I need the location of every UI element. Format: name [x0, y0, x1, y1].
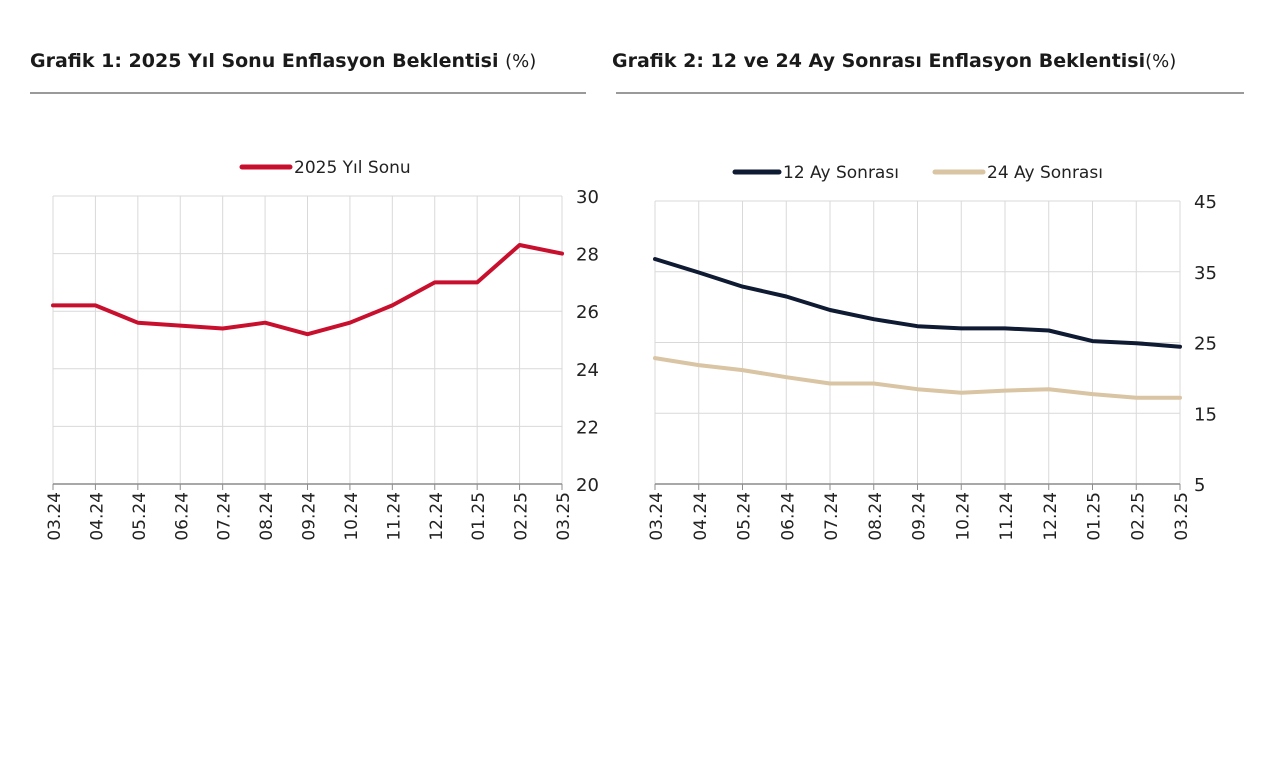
chart1-series-0-point-7 [348, 321, 352, 325]
chart1-ytick-label-1: 22 [576, 417, 599, 438]
chart2-title: Grafik 2: 12 ve 24 Ay Sonrası Enflasyon … [612, 50, 1176, 72]
chart2-series-0-point-1 [697, 270, 701, 274]
chart1-xtick-label-7: 10.24 [342, 492, 362, 541]
chart2-series-0-point-3 [784, 295, 788, 299]
chart2-xtick-label-10: 01.25 [1085, 492, 1105, 541]
chart2-series-0-point-5 [872, 317, 876, 321]
chart1-xtick-label-6: 09.24 [300, 492, 320, 541]
chart2-series-0-point-0 [653, 257, 657, 261]
chart2-ytick-label-4: 45 [1194, 192, 1217, 213]
chart2-xtick-label-2: 05.24 [735, 492, 755, 541]
chart1-xtick-label-11: 02.25 [512, 492, 532, 541]
chart2-series-1-point-4 [828, 382, 832, 386]
chart2-series-0-point-11 [1134, 341, 1138, 345]
chart2-ytick-label-1: 15 [1194, 404, 1217, 425]
chart2-title-divider [616, 92, 1244, 94]
chart1-series-0-point-9 [433, 280, 437, 284]
chart1-ytick-label-4: 28 [576, 245, 599, 266]
chart2-series-1-point-2 [741, 368, 744, 372]
chart1-series-0-point-6 [306, 332, 309, 336]
chart2-series-1-point-10 [1091, 392, 1094, 396]
chart2-legend-label-1: 24 Ay Sonrası [987, 163, 1103, 183]
chart2-ytick-label-3: 35 [1194, 263, 1217, 284]
chart2-xtick-label-7: 10.24 [953, 492, 973, 541]
chart2-xtick-label-8: 11.24 [997, 492, 1017, 541]
chart2-series-0-point-6 [916, 324, 919, 328]
chart2-series-0-point-9 [1047, 328, 1051, 332]
chart1-xtick-label-3: 06.24 [172, 492, 192, 541]
chart1-series-0-point-0 [51, 303, 55, 307]
chart2-series-1-point-7 [959, 391, 963, 395]
chart2-ytick-label-0: 5 [1194, 475, 1205, 496]
chart1-xtick-label-1: 04.24 [87, 492, 107, 541]
chart2-xtick-label-4: 07.24 [822, 492, 842, 541]
chart2-title-text: Grafik 2: 12 ve 24 Ay Sonrası Enflasyon … [612, 50, 1146, 72]
chart1-xtick-label-0: 03.24 [45, 492, 65, 541]
chart2-series-1-point-1 [697, 363, 701, 367]
chart1-title-text: Grafik 1: 2025 Yıl Sonu Enflasyon Beklen… [30, 50, 499, 72]
chart1-title: Grafik 1: 2025 Yıl Sonu Enflasyon Beklen… [30, 50, 536, 72]
chart2-series-0-point-7 [959, 326, 963, 330]
chart1-xtick-label-8: 11.24 [384, 492, 404, 541]
chart1-xtick-label-12: 03.25 [554, 492, 574, 541]
chart2-series-0-point-8 [1003, 326, 1007, 330]
chart1-title-divider [30, 92, 586, 94]
chart1-series-0-point-1 [93, 303, 97, 307]
chart2-series-0-point-2 [741, 285, 744, 289]
chart2-xtick-label-1: 04.24 [691, 492, 711, 541]
chart2-series-1-point-3 [784, 375, 788, 379]
chart1-xtick-label-5: 08.24 [257, 492, 277, 541]
chart1-ytick-label-2: 24 [576, 360, 599, 381]
chart1-svg: 20 22 24 26 28 30 03.24 04.24 05.24 06.24 07.24 08.… [45, 158, 599, 541]
chart2-series-1-point-6 [916, 387, 919, 391]
chart1-xtick-label-2: 05.24 [130, 492, 150, 541]
chart2-xtick-label-5: 08.24 [866, 492, 886, 541]
chart1-series-0-point-11 [518, 243, 522, 247]
chart2-series-1-point-0 [653, 356, 657, 360]
chart1-series-0-point-3 [178, 324, 182, 328]
chart1-title-unit: (%) [505, 51, 537, 72]
chart1-ytick-label-0: 20 [576, 475, 599, 496]
chart2-xtick-label-9: 12.24 [1041, 492, 1061, 541]
chart1-series-0-point-10 [475, 280, 479, 284]
chart2-xtick-label-6: 09.24 [910, 492, 930, 541]
chart2-series-0-point-4 [828, 308, 832, 312]
chart1-xtick-label-9: 12.24 [427, 492, 447, 541]
chart2-xtick-label-3: 06.24 [778, 492, 798, 541]
chart2-legend-label-0: 12 Ay Sonrası [783, 163, 899, 183]
chart2-title-unit: (%) [1145, 51, 1177, 72]
chart2-xtick-label-11: 02.25 [1128, 492, 1148, 541]
chart1-xtick-label-10: 01.25 [469, 492, 489, 541]
chart1-ytick-label-5: 30 [576, 187, 599, 208]
chart2-series-0-point-10 [1091, 339, 1094, 343]
chart2-series-1-point-8 [1003, 389, 1007, 393]
chart2-xtick-label-0: 03.24 [647, 492, 667, 541]
chart2-series-1-point-9 [1047, 387, 1051, 391]
chart1-series-0-point-4 [221, 326, 225, 330]
chart2-series-0-point-12 [1178, 345, 1182, 349]
chart2-series-1-point-12 [1178, 396, 1182, 400]
chart1-series-0-point-2 [136, 321, 140, 325]
chart1-legend-label-0: 2025 Yıl Sonu [294, 158, 411, 178]
chart2-series-1-point-11 [1134, 396, 1138, 400]
chart1-series-0-point-5 [263, 321, 267, 325]
chart2-series-1-point-5 [872, 382, 876, 386]
chart1-series-0-point-8 [390, 303, 394, 307]
chart2-xtick-label-12: 03.25 [1172, 492, 1192, 541]
chart1-xtick-label-4: 07.24 [215, 492, 235, 541]
chart1-series-0-point-12 [560, 252, 564, 256]
chart1-ytick-label-3: 26 [576, 302, 599, 323]
chart2-ytick-label-2: 25 [1194, 334, 1217, 355]
